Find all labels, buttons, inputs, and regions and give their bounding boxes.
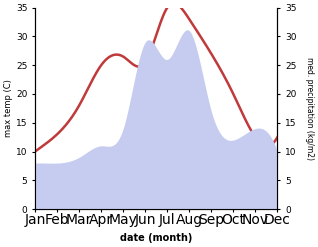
Y-axis label: max temp (C): max temp (C) [4,80,13,137]
X-axis label: date (month): date (month) [120,233,192,243]
Y-axis label: med. precipitation (kg/m2): med. precipitation (kg/m2) [305,57,314,160]
